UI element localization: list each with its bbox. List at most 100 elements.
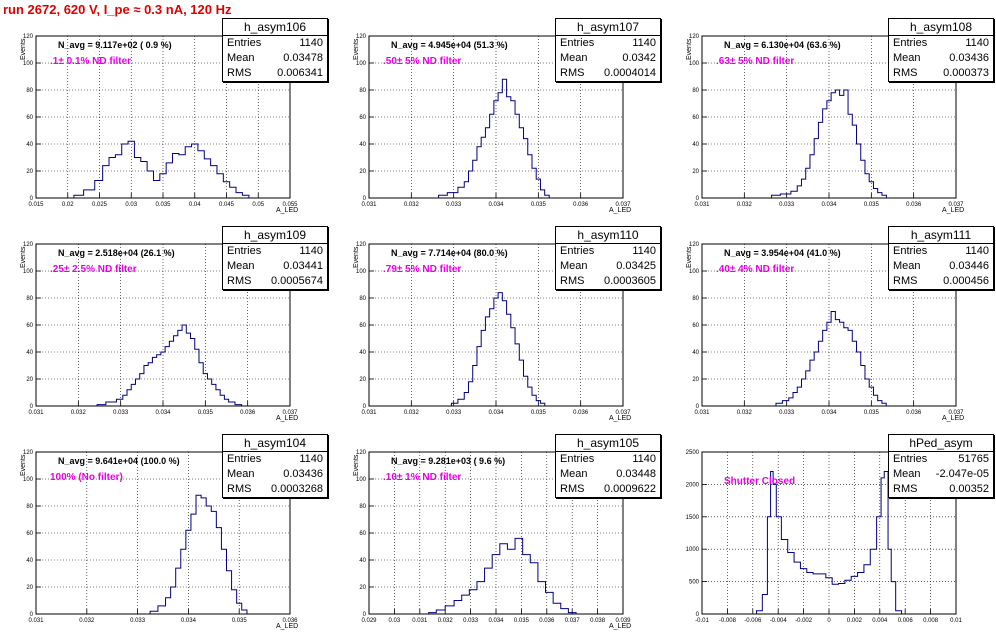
- x-tick-label: 0.032: [404, 202, 420, 208]
- stats-value: 1140: [965, 245, 989, 257]
- y-tick-label: 1500: [686, 515, 700, 521]
- y-tick-label: 40: [359, 558, 366, 564]
- x-tick-label: 0.03: [125, 202, 137, 208]
- x-tick-label: 0.031: [361, 410, 377, 416]
- x-tick-label: 0.033: [446, 410, 462, 416]
- filter-label: .63± 5% ND filter: [716, 56, 795, 67]
- histogram-title: h_asym109: [223, 227, 327, 244]
- x-tick-label: 0.032: [737, 202, 753, 208]
- stats-row-mean: Mean 0.03448: [556, 467, 660, 482]
- histogram-title: h_asym106: [223, 19, 327, 36]
- x-tick-label: 0.033: [463, 618, 479, 624]
- y-tick-label: 20: [26, 377, 33, 383]
- histogram-plot: 0.015 0.02 0.025 0.03 0.035 0.04 0.045 0.05 0.05…: [23, 34, 298, 208]
- stats-label: Entries: [560, 453, 595, 465]
- stats-box: h_asym106 Entries 1140 Mean 0.03478 RMS 0.0063…: [222, 18, 328, 82]
- x-tick-label: 0.033: [779, 202, 795, 208]
- stats-value: -2.047e-05: [935, 468, 989, 480]
- stats-value: 0.03425: [616, 260, 656, 272]
- stats-row-entries: Entries 51765: [889, 452, 993, 467]
- x-tick-label: 0: [827, 618, 831, 624]
- y-tick-label: 80: [692, 88, 699, 94]
- stats-value: 0.0342: [622, 52, 656, 64]
- x-tick-label: 0.034: [488, 618, 504, 624]
- x-tick-label: 0.032: [71, 410, 87, 416]
- histogram-plot: 0.031 0.032 0.033 0.034 0.035 0.036 0.037 0 20 40…: [689, 34, 964, 208]
- stats-row-entries: Entries 1140: [223, 452, 327, 467]
- stats-value: 0.0005674: [271, 275, 323, 287]
- stats-label: Mean: [560, 468, 588, 480]
- y-tick-label: 100: [23, 477, 34, 483]
- stats-row-entries: Entries 1140: [556, 452, 660, 467]
- stats-label: Entries: [893, 37, 928, 49]
- histogram-series-line: [755, 470, 903, 614]
- y-tick-label: 2500: [686, 450, 700, 456]
- stats-label: RMS: [893, 483, 918, 495]
- y-axis-label: Events: [20, 38, 27, 60]
- x-tick-label: 0.036: [282, 618, 298, 624]
- stats-label: Entries: [560, 245, 595, 257]
- stats-row-rms: RMS 0.0009622: [556, 482, 660, 497]
- filter-label: .79± 5% ND filter: [383, 264, 462, 275]
- y-tick-label: 80: [692, 296, 699, 302]
- stats-row-mean: Mean 0.0342: [556, 51, 660, 66]
- navg-label: N_avg = 9.641e+04 (100.0 %): [58, 456, 180, 466]
- x-tick-label: 0.036: [906, 202, 922, 208]
- x-tick-label: 0.034: [821, 202, 837, 208]
- x-tick-label: 0.031: [412, 618, 428, 624]
- histogram-title: h_asym110: [556, 227, 660, 244]
- y-tick-label: 100: [356, 477, 367, 483]
- histogram-panel: 0.031 0.032 0.033 0.034 0.035 0.036 0.037 0 20 40…: [333, 18, 663, 224]
- y-tick-label: 100: [689, 61, 700, 67]
- stats-label: RMS: [227, 275, 252, 287]
- y-tick-label: 100: [356, 269, 367, 275]
- stats-row-rms: RMS 0.0003605: [556, 274, 660, 289]
- x-tick-label: 0.032: [79, 618, 95, 624]
- stats-label: Entries: [893, 453, 928, 465]
- stats-row-entries: Entries 1140: [889, 36, 993, 51]
- histogram-panel: -0.01 -0.008 -0.006 -0.004 -0.002 0 0.002 0.004…: [666, 434, 996, 640]
- stats-value: 0.03478: [283, 52, 323, 64]
- y-tick-label: 100: [23, 61, 34, 67]
- y-tick-label: 80: [26, 88, 33, 94]
- histogram-panel: 0.031 0.032 0.033 0.034 0.035 0.036 0.037 0 20 40…: [0, 226, 330, 432]
- stats-value: 1140: [299, 37, 323, 49]
- y-tick-label: 60: [359, 115, 366, 121]
- stats-label: Mean: [893, 260, 921, 272]
- stats-row-rms: RMS 0.006341: [223, 66, 327, 81]
- y-tick-label: 40: [26, 558, 33, 564]
- y-tick-label: 120: [689, 242, 700, 248]
- y-tick-label: 60: [359, 323, 366, 329]
- x-tick-label: 0.037: [565, 618, 581, 624]
- stats-row-mean: Mean 0.03436: [223, 467, 327, 482]
- histogram-panel: 0.031 0.032 0.033 0.034 0.035 0.036 0.037 0 20 40…: [666, 226, 996, 432]
- filter-label: .40± 4% ND filter: [716, 264, 795, 275]
- y-tick-label: 120: [356, 450, 367, 456]
- x-tick-label: 0.032: [737, 410, 753, 416]
- stats-label: Mean: [560, 260, 588, 272]
- histogram-series-line: [149, 494, 248, 614]
- x-tick-label: 0.031: [694, 202, 710, 208]
- stats-label: RMS: [560, 67, 585, 79]
- y-tick-label: 80: [359, 504, 366, 510]
- histogram-title: hPed_asym: [889, 435, 993, 452]
- x-tick-label: 0.035: [864, 410, 880, 416]
- stats-value: 0.0003605: [604, 275, 656, 287]
- x-axis-label: A_LED: [942, 415, 965, 422]
- y-tick-label: 20: [359, 377, 366, 383]
- stats-label: Entries: [227, 37, 262, 49]
- stats-value: 0.03436: [949, 52, 989, 64]
- y-axis-label: Events: [20, 454, 27, 476]
- y-axis-label: Events: [353, 38, 360, 60]
- histogram-series-line: [771, 89, 887, 198]
- x-tick-label: 0.036: [240, 410, 256, 416]
- y-tick-label: 40: [692, 350, 699, 356]
- y-tick-label: 0: [696, 196, 700, 202]
- x-tick-label: 0.036: [573, 410, 589, 416]
- stats-row-mean: Mean 0.03446: [889, 259, 993, 274]
- stats-row-rms: RMS 0.000456: [889, 274, 993, 289]
- x-tick-label: 0.035: [198, 410, 214, 416]
- y-axis-label: Events: [686, 246, 693, 268]
- stats-label: Mean: [227, 52, 255, 64]
- y-tick-label: 0: [363, 196, 367, 202]
